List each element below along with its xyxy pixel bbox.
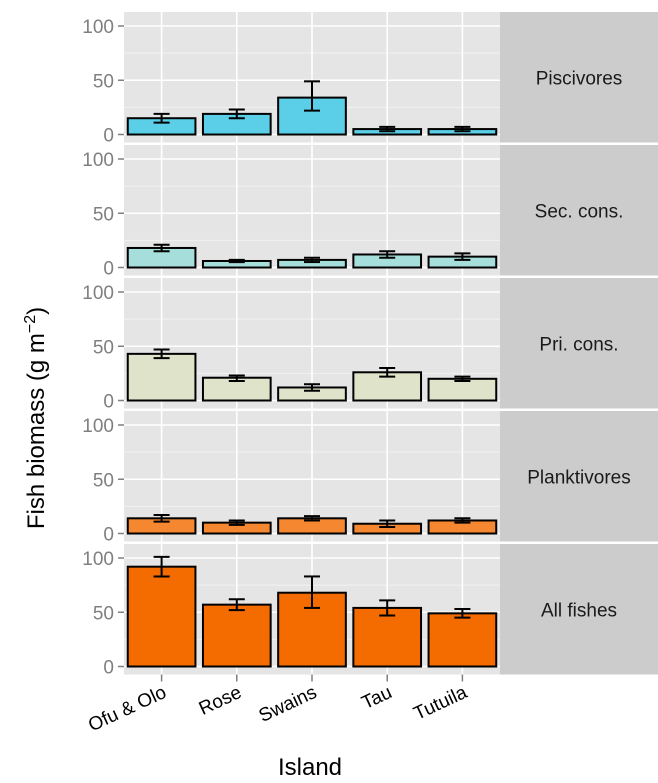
facet-strip	[500, 411, 658, 542]
y-axis-title-main: Fish biomass (g m	[23, 333, 50, 529]
y-tick-label: 0	[103, 259, 114, 280]
y-tick-label: 50	[93, 603, 114, 624]
bar	[427, 377, 498, 402]
y-tick-label: 50	[93, 470, 114, 491]
y-tick-label: 0	[103, 392, 114, 413]
x-axis-title: Island	[278, 754, 342, 781]
bar	[126, 352, 197, 402]
y-tick-label: 0	[103, 658, 114, 679]
facet-strip	[500, 145, 658, 276]
y-tick-label: 0	[103, 525, 114, 546]
y-tick-label: 50	[93, 337, 114, 358]
x-tick-label: Tutuila	[411, 682, 471, 725]
facet-strip	[500, 278, 658, 409]
y-tick-label: 50	[93, 204, 114, 225]
bar	[427, 612, 498, 668]
bar	[352, 606, 423, 668]
y-tick-label: 100	[82, 416, 114, 437]
x-tick-label: Tau	[359, 682, 396, 714]
facet-0: 0 50 100 Piscivores	[82, 12, 658, 147]
facet-strip	[500, 544, 658, 675]
x-tick-label: Swains	[256, 682, 320, 727]
y-axis-title-close: )	[23, 307, 50, 315]
y-tick-label: 50	[93, 71, 114, 92]
y-tick-label: 100	[82, 150, 114, 171]
facet-3: 0 50 100 Planktivores	[82, 411, 658, 546]
facet-4: 0 50 100 All fishes	[82, 544, 658, 679]
y-tick-label: 0	[103, 126, 114, 147]
y-axis-title-exponent: −2	[22, 315, 39, 333]
facet-1: 0 50 100 Sec. cons.	[82, 145, 658, 280]
facet-strip-label: Planktivores	[527, 467, 631, 488]
facet-strip-label: Sec. cons.	[535, 201, 624, 222]
y-tick-label: 100	[82, 549, 114, 570]
facet-strip-label: All fishes	[541, 600, 617, 621]
y-tick-label: 100	[82, 283, 114, 304]
x-tick-label: Ofu & Olo	[85, 682, 169, 736]
x-axis: Ofu & Olo Rose Swains Tau Tutuila	[85, 674, 471, 736]
facet-strip-label: Piscivores	[536, 68, 623, 89]
x-tick-label: Rose	[196, 682, 245, 720]
y-tick-label: 100	[82, 17, 114, 38]
bar	[126, 565, 197, 668]
facet-2: 0 50 100 Pri. cons.	[82, 278, 658, 413]
facet-panels: 0 50 100 Piscivores 0 50 100 Sec. cons. 0 50 100 Pr…	[82, 12, 658, 679]
facet-strip	[500, 12, 658, 143]
y-axis-title: Fish biomass (g m−2)	[22, 307, 50, 529]
bar	[201, 603, 272, 668]
facet-strip-label: Pri. cons.	[539, 334, 618, 355]
